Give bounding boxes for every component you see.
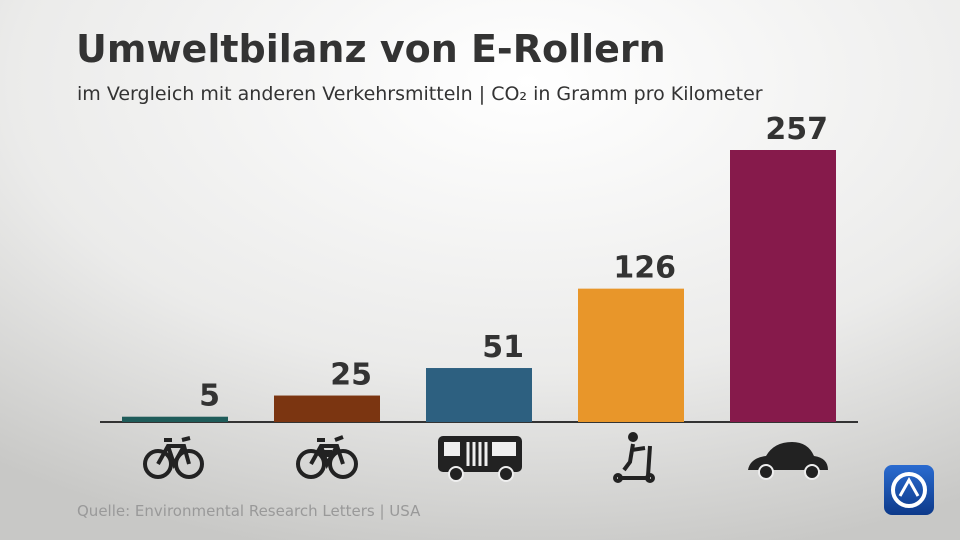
bar xyxy=(122,416,228,422)
bicycle-icon xyxy=(143,436,204,479)
value-label: 25 xyxy=(330,358,372,393)
source: Quelle: Environmental Research Letters |… xyxy=(77,502,421,520)
bar xyxy=(578,288,684,422)
value-label: 257 xyxy=(765,112,828,147)
broadcaster-logo xyxy=(884,465,934,515)
bar xyxy=(730,150,836,422)
value-label: 5 xyxy=(199,379,220,414)
e-bike-icon xyxy=(296,435,358,479)
bar xyxy=(426,368,532,422)
scooter-icon xyxy=(613,432,655,483)
chart-title: Umweltbilanz von E-Rollern xyxy=(76,27,666,71)
bus-icon xyxy=(438,436,522,482)
chart-subtitle: im Vergleich mit anderen Verkehrsmitteln… xyxy=(77,83,763,105)
car-icon xyxy=(748,442,828,480)
bar xyxy=(274,395,380,422)
value-label: 126 xyxy=(613,251,676,286)
value-label: 51 xyxy=(482,330,524,365)
